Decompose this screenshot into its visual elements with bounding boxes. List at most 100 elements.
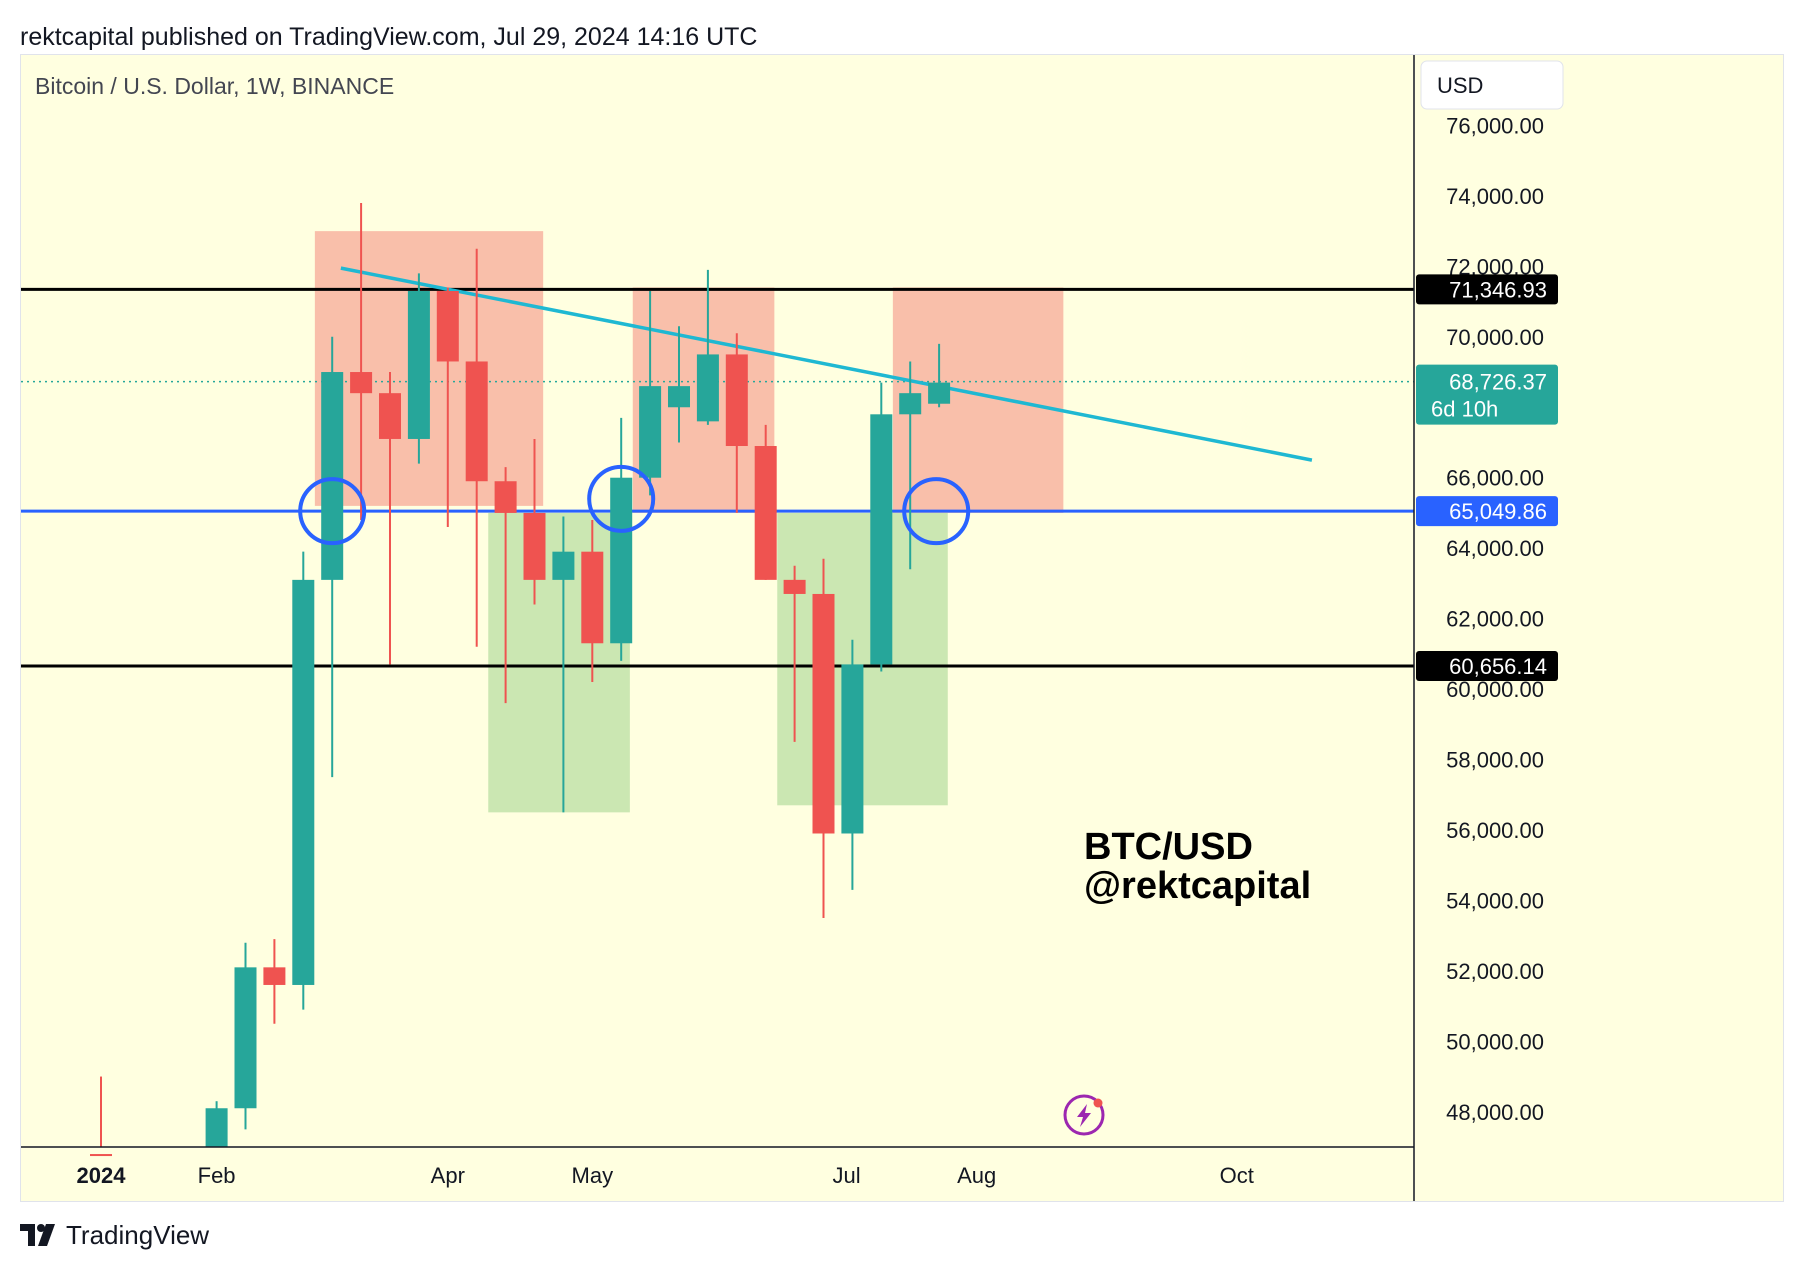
candle[interactable] — [552, 516, 575, 813]
level-price-tag — [1416, 496, 1558, 527]
candle[interactable] — [783, 565, 806, 742]
price-tick-label: 64,000.00 — [1446, 536, 1544, 561]
last-price-tag — [1416, 364, 1558, 425]
candle[interactable] — [725, 333, 748, 513]
candle-body — [696, 354, 719, 422]
last-price-label: 68,726.37 — [1449, 370, 1547, 395]
candle[interactable] — [899, 361, 922, 570]
candle[interactable] — [379, 372, 401, 665]
retest-circle[interactable] — [902, 477, 971, 546]
price-tick-label: 54,000.00 — [1446, 888, 1544, 913]
candle-body — [581, 551, 604, 644]
candle[interactable] — [407, 273, 430, 464]
bar-countdown-label: 6d 10h — [1431, 397, 1498, 422]
candle-body — [494, 481, 517, 513]
candle[interactable] — [90, 1076, 112, 1157]
price-tick-label: 66,000.00 — [1446, 466, 1544, 491]
candle[interactable] — [870, 382, 893, 672]
candle-body — [639, 386, 662, 478]
time-scale: 2024 Feb Apr May Jul Aug Oct — [77, 1163, 1254, 1188]
candle[interactable] — [841, 639, 864, 890]
candle-body — [465, 361, 488, 482]
watermark-handle: @rektcapital — [1084, 865, 1311, 907]
candle-body — [263, 967, 286, 985]
price-tick-label: 50,000.00 — [1446, 1029, 1544, 1054]
price-tick-label: 56,000.00 — [1446, 818, 1544, 843]
candle-body — [90, 1154, 112, 1157]
candle-body — [407, 291, 430, 439]
currency-label: USD — [1437, 73, 1483, 98]
descending-trendline[interactable] — [340, 266, 1313, 462]
candle[interactable] — [581, 519, 604, 683]
candle-body — [725, 354, 748, 447]
time-tick-label: Jul — [833, 1163, 861, 1188]
candle[interactable] — [668, 326, 690, 443]
candle[interactable] — [696, 269, 719, 425]
candle-body — [379, 393, 401, 439]
candle-body — [234, 967, 257, 1109]
candle-body — [754, 446, 777, 580]
candle[interactable] — [754, 424, 777, 580]
lightning-bolt-icon[interactable] — [1063, 1094, 1105, 1136]
candle-body — [928, 382, 951, 404]
price-scale: 76,000.0074,000.0072,000.0070,000.0066,0… — [1446, 113, 1544, 1124]
candle[interactable] — [928, 343, 951, 408]
level-price-tag — [1416, 650, 1558, 681]
candle[interactable] — [436, 287, 459, 528]
candle-body — [321, 372, 344, 580]
candle-body — [523, 512, 546, 580]
candle-body — [350, 372, 373, 394]
time-tick-label: Apr — [431, 1163, 465, 1188]
level-price-label: 71,346.93 — [1449, 277, 1547, 302]
candle[interactable] — [292, 551, 315, 1010]
candles-layer — [90, 202, 951, 1157]
candle-body — [812, 593, 835, 834]
price-chart[interactable]: Bitcoin / U.S. Dollar, 1W, BINANCE BTC/U… — [21, 55, 1783, 1201]
candle-body — [436, 291, 459, 362]
candle[interactable] — [812, 558, 835, 919]
candle[interactable] — [205, 1101, 228, 1147]
time-tick-label: Aug — [957, 1163, 996, 1188]
level-price-tag — [1416, 274, 1558, 305]
time-tick-label: Oct — [1220, 1163, 1254, 1188]
candle[interactable] — [465, 248, 488, 647]
candle-body — [292, 579, 315, 985]
resistance-zone — [892, 287, 1064, 513]
price-tick-label: 76,000.00 — [1446, 113, 1544, 138]
candle-body — [552, 551, 575, 580]
watermark-pair: BTC/USD — [1084, 826, 1253, 868]
candle-body — [205, 1108, 228, 1147]
footer-brand[interactable]: TradingView — [20, 1215, 209, 1255]
candle-body — [783, 579, 806, 594]
candle-body — [870, 414, 893, 665]
brand-name: TradingView — [66, 1219, 210, 1250]
time-tick-label: May — [572, 1163, 614, 1188]
publish-info: rektcapital published on TradingView.com… — [20, 23, 758, 51]
candle-body — [610, 477, 633, 644]
candle-body — [668, 386, 690, 408]
chart-panel[interactable]: Bitcoin / U.S. Dollar, 1W, BINANCE BTC/U… — [20, 54, 1784, 1202]
candle[interactable] — [234, 942, 257, 1130]
price-tick-label: 74,000.00 — [1446, 184, 1544, 209]
candle[interactable] — [263, 939, 286, 1024]
retest-circle[interactable] — [587, 464, 656, 533]
candle[interactable] — [321, 336, 344, 778]
time-tick-label: Feb — [198, 1163, 236, 1188]
price-tick-label: 70,000.00 — [1446, 325, 1544, 350]
price-tick-label: 52,000.00 — [1446, 959, 1544, 984]
candle[interactable] — [523, 438, 546, 605]
circles-layer — [298, 464, 971, 546]
candle[interactable] — [639, 291, 662, 496]
price-tick-label: 58,000.00 — [1446, 748, 1544, 773]
candle[interactable] — [350, 202, 373, 520]
symbol-title: Bitcoin / U.S. Dollar, 1W, BINANCE — [35, 73, 394, 99]
retest-circle[interactable] — [298, 477, 367, 546]
candle[interactable] — [494, 467, 517, 704]
price-tick-label: 48,000.00 — [1446, 1100, 1544, 1125]
candle-body — [841, 664, 864, 834]
candle[interactable] — [610, 417, 633, 661]
currency-button[interactable]: USD — [1420, 60, 1564, 110]
candle-body — [899, 393, 922, 415]
level-price-label: 60,656.14 — [1449, 654, 1547, 679]
